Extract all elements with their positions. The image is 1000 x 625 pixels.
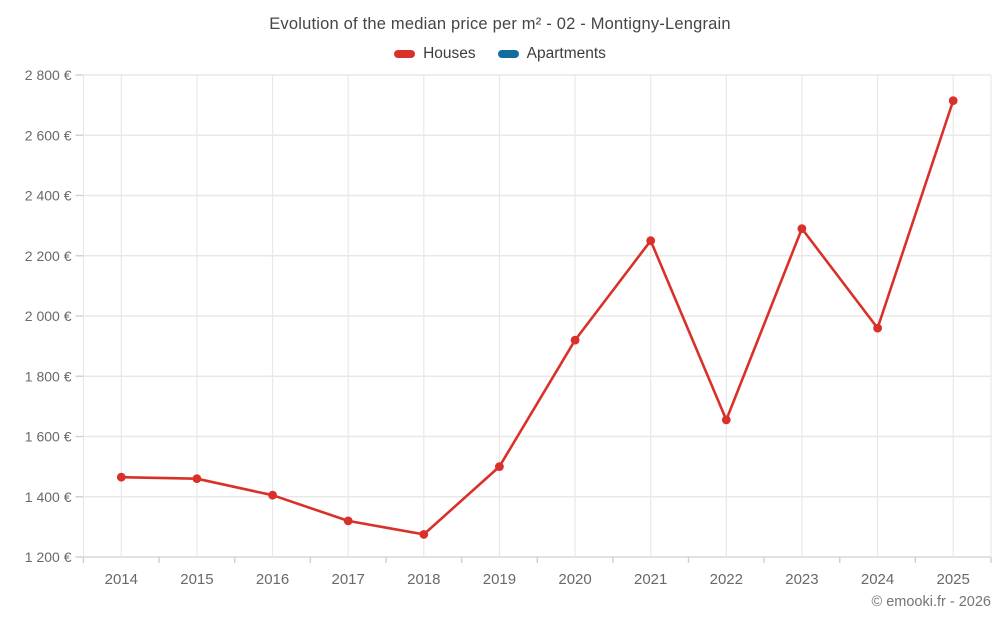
- x-axis-label: 2017: [332, 571, 365, 588]
- legend-item-apartments[interactable]: Apartments: [497, 45, 606, 63]
- x-axis-label: 2018: [407, 571, 440, 588]
- copyright: © emooki.fr - 2026: [871, 594, 991, 610]
- x-axis-label: 2022: [710, 571, 743, 588]
- chart-legend: Houses Apartments: [0, 45, 1000, 63]
- y-axis-label: 2 200 €: [25, 248, 72, 264]
- houses-point-2020: [570, 335, 580, 345]
- houses-point-2023: [797, 224, 807, 234]
- y-axis-label: 2 600 €: [25, 127, 72, 143]
- y-axis-label: 1 600 €: [25, 429, 72, 445]
- houses-series-line: [120, 99, 955, 536]
- houses-point-2018: [419, 530, 429, 539]
- x-axis-label: 2024: [861, 571, 894, 588]
- x-axis-label: 2025: [937, 571, 970, 588]
- x-axis-label: 2019: [483, 571, 516, 588]
- houses-point-2017: [343, 516, 353, 526]
- houses-point-2014: [116, 472, 126, 482]
- y-axis-label: 2 400 €: [25, 188, 72, 204]
- x-axis-label: 2023: [785, 571, 818, 588]
- y-axis-label: 2 800 €: [25, 67, 72, 83]
- y-axis-label: 1 200 €: [25, 549, 72, 565]
- houses-series-swatch-icon: [394, 50, 416, 58]
- x-axis-label: 2016: [256, 571, 289, 588]
- legend-label-apartments: Apartments: [526, 45, 606, 62]
- y-axis-label: 1 800 €: [25, 368, 72, 384]
- apartments-series-swatch-icon: [497, 50, 519, 58]
- houses-point-2019: [495, 462, 504, 471]
- legend-item-houses[interactable]: Houses: [394, 45, 476, 63]
- houses-point-2022: [721, 415, 731, 425]
- y-axis-label: 1 400 €: [25, 489, 72, 505]
- y-axis-label: 2 000 €: [25, 308, 72, 324]
- chart-title: Evolution of the median price per m² - 0…: [269, 15, 731, 33]
- houses-point-2025: [948, 96, 958, 105]
- x-axis-label: 2020: [558, 571, 591, 588]
- houses-point-2021: [646, 236, 656, 246]
- x-axis-label: 2014: [105, 571, 138, 588]
- x-axis-label: 2015: [180, 571, 213, 588]
- houses-point-2016: [268, 490, 277, 500]
- x-axis-label: 2021: [634, 571, 667, 588]
- houses-point-2024: [873, 323, 882, 333]
- houses-point-2015: [192, 474, 202, 484]
- legend-label-houses: Houses: [423, 45, 476, 62]
